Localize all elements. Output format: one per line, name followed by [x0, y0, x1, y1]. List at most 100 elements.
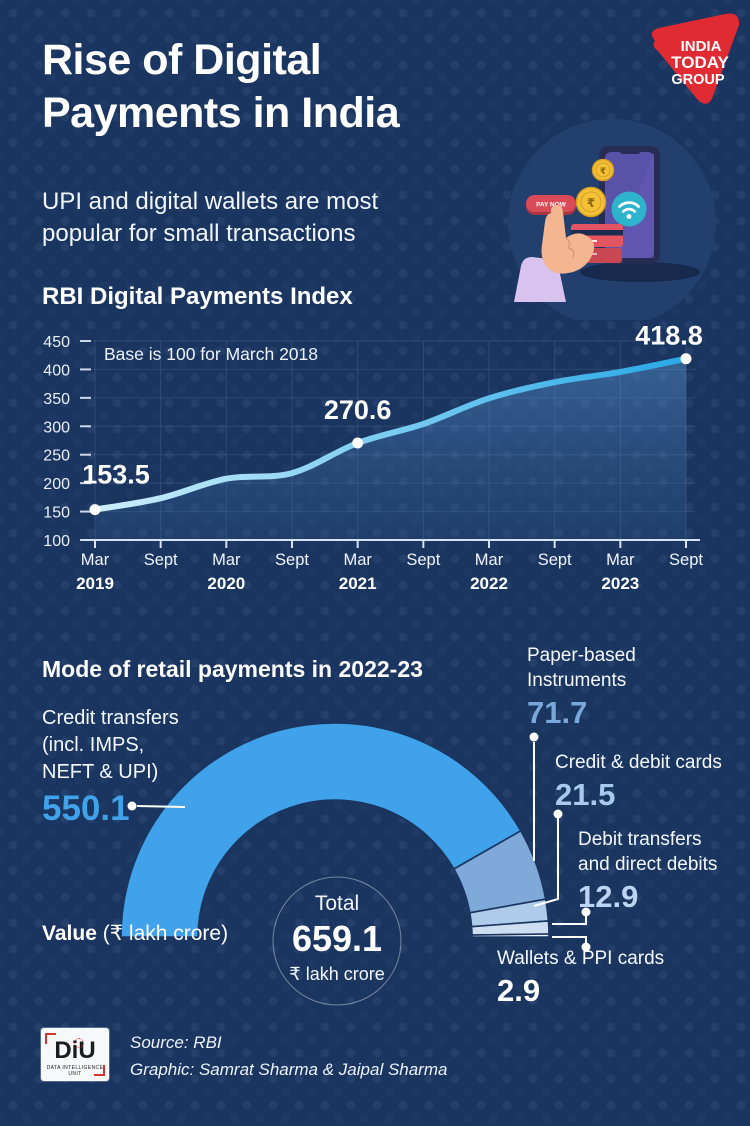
y-axis-label: 250	[43, 448, 70, 465]
trend-line	[92, 355, 689, 513]
donut-center-total: Total 659.1 ₹ lakh crore	[227, 892, 447, 985]
x-axis-year-label: 2019	[76, 574, 114, 593]
label-paper-based: Paper-based Instruments 71.7	[527, 643, 636, 729]
label-credit-transfers: Credit transfers (incl. IMPS, NEFT & UPI…	[42, 705, 179, 828]
y-axis-label: 400	[43, 362, 70, 379]
svg-text:TODAY: TODAY	[671, 53, 729, 72]
source-text: Source: RBI	[130, 1033, 222, 1052]
label-cards-line1: Credit & debit cards	[555, 752, 722, 773]
line-chart-heading: RBI Digital Payments Index	[42, 283, 353, 310]
area-fill	[95, 358, 686, 540]
page-subtitle: UPI and digital wallets are most popular…	[42, 186, 378, 250]
x-axis-year-label: 2023	[601, 574, 639, 593]
diu-bracket-bottomright	[94, 1065, 105, 1076]
logo-triangle-shape	[651, 13, 740, 104]
leader-lines	[127, 732, 591, 952]
header-decoration: INDIA TODAY GROUP ₹	[508, 13, 740, 320]
label-credit-line1: Credit transfers	[42, 707, 179, 729]
svg-text:INDIA: INDIA	[681, 38, 722, 55]
pay-now-button: PAY NOW	[526, 195, 576, 215]
svg-text:GROUP: GROUP	[671, 72, 725, 88]
x-axis-label: Mar	[212, 551, 241, 569]
payment-illustration: ₹ ₹ PAY NOW	[508, 119, 716, 320]
x-axis-year-label: 2022	[470, 574, 508, 593]
data-point-marker	[89, 504, 101, 516]
donut-segment	[120, 722, 522, 938]
y-axis-label: 350	[43, 391, 70, 408]
rbi-index-line-chart: 450 400 350 300 250 200 150 100 Mar 2019 Sept Mar 20…	[43, 321, 703, 593]
x-axis-label: Mar	[475, 551, 504, 569]
label-debit-transfers: Debit transfers and direct debits 12.9	[578, 827, 717, 913]
y-axis-label: 300	[43, 419, 70, 436]
label-debit-line2: and direct debits	[578, 854, 718, 875]
diu-logo-inner: DiU DATA INTELLIGENCE UNIT	[41, 1028, 109, 1081]
x-axis-label: Sept	[406, 551, 440, 569]
data-point-callout: 270.6	[324, 395, 392, 425]
value-axis-note: Value (₹ lakh crore)	[42, 921, 228, 946]
value-wallets-ppi: 2.9	[497, 973, 541, 1008]
total-value: 659.1	[291, 918, 383, 959]
value-note-bold: Value	[42, 922, 97, 945]
data-point-marker	[680, 353, 692, 365]
label-paper-line2: Instruments	[527, 670, 627, 691]
data-point-callout: 153.5	[82, 460, 150, 490]
y-axis-label: 100	[43, 533, 70, 550]
total-unit: ₹ lakh crore	[289, 964, 385, 984]
label-credit-line3: NEFT & UPI)	[42, 761, 159, 783]
x-axis-label: Sept	[538, 551, 572, 569]
label-wallets-line1: Wallets & PPI cards	[497, 948, 665, 969]
logo-text-today: TODAY	[671, 53, 729, 72]
total-label: Total	[314, 892, 360, 915]
page-title-line2: Payments in India	[42, 89, 400, 137]
footer-credits: Source: RBI Graphic: Samrat Sharma & Jai…	[130, 1029, 447, 1083]
label-paper-line1: Paper-based	[527, 645, 636, 666]
x-axis-year-label: 2021	[339, 574, 377, 593]
leader-debit-transfers	[552, 907, 591, 925]
value-paper-based: 71.7	[527, 695, 588, 730]
value-credit-transfers: 550.1	[42, 789, 130, 828]
value-debit-transfers: 12.9	[578, 879, 639, 914]
rupee-symbol-large: ₹	[587, 196, 595, 210]
diu-red-dot	[74, 1038, 84, 1048]
page-title-line1: Rise of Digital	[42, 36, 322, 84]
leader-wallets-ppi	[552, 936, 591, 952]
diu-caption: DATA INTELLIGENCE UNIT	[46, 1065, 104, 1077]
value-credit-debit-cards: 21.5	[555, 777, 616, 812]
diu-logo: DiU DATA INTELLIGENCE UNIT	[41, 1028, 109, 1081]
page-subtitle-line1: UPI and digital wallets are most	[42, 188, 379, 215]
value-note-rest: (₹ lakh crore)	[96, 922, 229, 945]
chart-base-note: Base is 100 for March 2018	[104, 344, 319, 364]
label-wallets-ppi: Wallets & PPI cards 2.9	[497, 946, 664, 1007]
pay-now-label: PAY NOW	[536, 202, 567, 209]
page-title: Rise of Digital Payments in India	[42, 34, 400, 140]
logo-text-india: INDIA	[681, 38, 722, 55]
label-credit-line2: (incl. IMPS,	[42, 734, 145, 756]
leader-paper-based	[529, 732, 539, 861]
rupee-symbol-small: ₹	[600, 166, 606, 176]
data-point-marker	[352, 437, 364, 449]
wifi-icon	[611, 191, 647, 227]
x-axis-label: Mar	[606, 551, 635, 569]
x-axis-label: Sept	[275, 551, 309, 569]
logo-text-group: GROUP	[671, 72, 725, 88]
x-axis-label: Sept	[669, 551, 703, 569]
rupee-coin-large: ₹	[575, 186, 607, 218]
retail-payments-donut-chart	[120, 722, 591, 1006]
label-debit-line1: Debit transfers	[578, 829, 702, 850]
diu-bracket-topleft	[45, 1033, 56, 1044]
graphic-credit-text: Graphic: Samrat Sharma & Jaipal Sharma	[130, 1060, 448, 1079]
total-circle-outline	[272, 876, 402, 1006]
x-axis-label: Mar	[343, 551, 372, 569]
x-axis-year-label: 2020	[207, 574, 245, 593]
y-axis-label: 200	[43, 476, 70, 493]
phone-shadow	[580, 262, 700, 282]
x-axis-label: Mar	[81, 551, 110, 569]
label-credit-debit-cards: Credit & debit cards 21.5	[555, 750, 722, 811]
donut-segment	[471, 933, 550, 938]
y-axis-label: 150	[43, 505, 70, 522]
data-point-callout: 418.8	[635, 321, 703, 351]
leader-credit-transfers	[127, 801, 186, 811]
donut-chart-heading: Mode of retail payments in 2022-23	[42, 656, 423, 682]
rupee-coin-small: ₹	[591, 158, 615, 182]
